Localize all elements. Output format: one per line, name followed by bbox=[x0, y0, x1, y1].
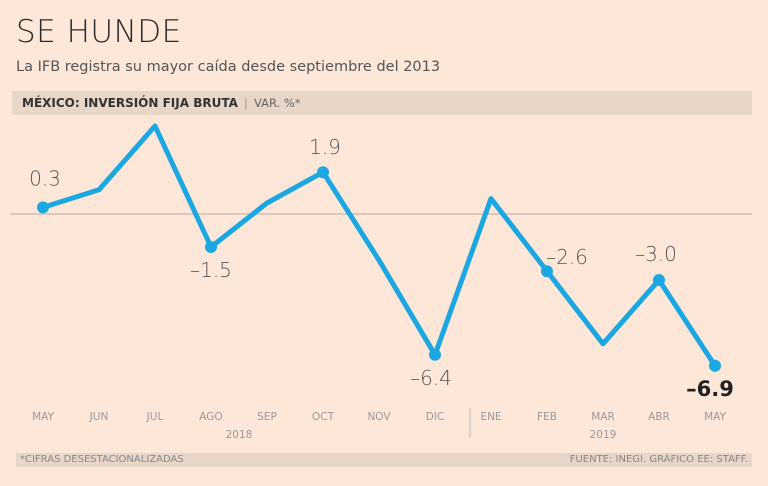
data-point bbox=[317, 166, 329, 179]
series-title: MÉXICO: INVERSIÓN FIJA BRUTA bbox=[22, 96, 238, 110]
data-point bbox=[37, 201, 49, 214]
data-label: –3.0 bbox=[635, 242, 677, 266]
footer-bar: *CIFRAS DESESTACIONALIZADAS FUENTE: INEG… bbox=[16, 453, 752, 467]
data-point bbox=[541, 265, 553, 278]
separator: | bbox=[244, 96, 248, 110]
x-tick-label: MAY bbox=[704, 411, 726, 423]
x-tick-label: SEP bbox=[257, 411, 277, 423]
footnote: *CIFRAS DESESTACIONALIZADAS bbox=[20, 454, 184, 465]
chart-title: SE HUNDE bbox=[16, 14, 182, 50]
x-tick-label: AGO bbox=[199, 411, 222, 423]
x-tick-label: FEB bbox=[537, 411, 557, 423]
x-tick-label: ABR bbox=[648, 411, 670, 423]
data-label: 0.3 bbox=[29, 166, 61, 190]
chart-subtitle: La IFB registra su mayor caída desde sep… bbox=[16, 59, 441, 75]
data-label: –1.5 bbox=[190, 258, 232, 282]
year-label: 2018 bbox=[226, 429, 253, 441]
year-label: 2019 bbox=[590, 429, 617, 441]
data-point bbox=[429, 348, 441, 361]
x-tick-label: NOV bbox=[367, 411, 391, 423]
data-point bbox=[205, 241, 217, 253]
data-label: –6.4 bbox=[410, 366, 452, 390]
data-label: –2.6 bbox=[546, 245, 588, 269]
data-point bbox=[709, 359, 721, 372]
x-tick-label: JUN bbox=[89, 411, 109, 423]
unit-label: VAR. %* bbox=[254, 96, 301, 110]
x-tick-label: MAR bbox=[591, 411, 615, 423]
data-label: –6.9 bbox=[686, 377, 734, 401]
x-tick-label: MAY bbox=[32, 411, 54, 423]
source-note: FUENTE: INEGI. GRÁFICO EE: STAFF. bbox=[569, 454, 748, 465]
x-tick-label: ENE bbox=[480, 411, 501, 423]
data-label: 1.9 bbox=[309, 135, 341, 159]
x-tick-label: DIC bbox=[426, 411, 445, 423]
series-line bbox=[40, 123, 718, 369]
x-tick-label: JUL bbox=[146, 411, 164, 423]
chart-header-bar: MÉXICO: INVERSIÓN FIJA BRUTA | VAR. %* bbox=[12, 91, 752, 115]
x-tick-label: OCT bbox=[312, 411, 335, 423]
data-point bbox=[653, 274, 665, 286]
